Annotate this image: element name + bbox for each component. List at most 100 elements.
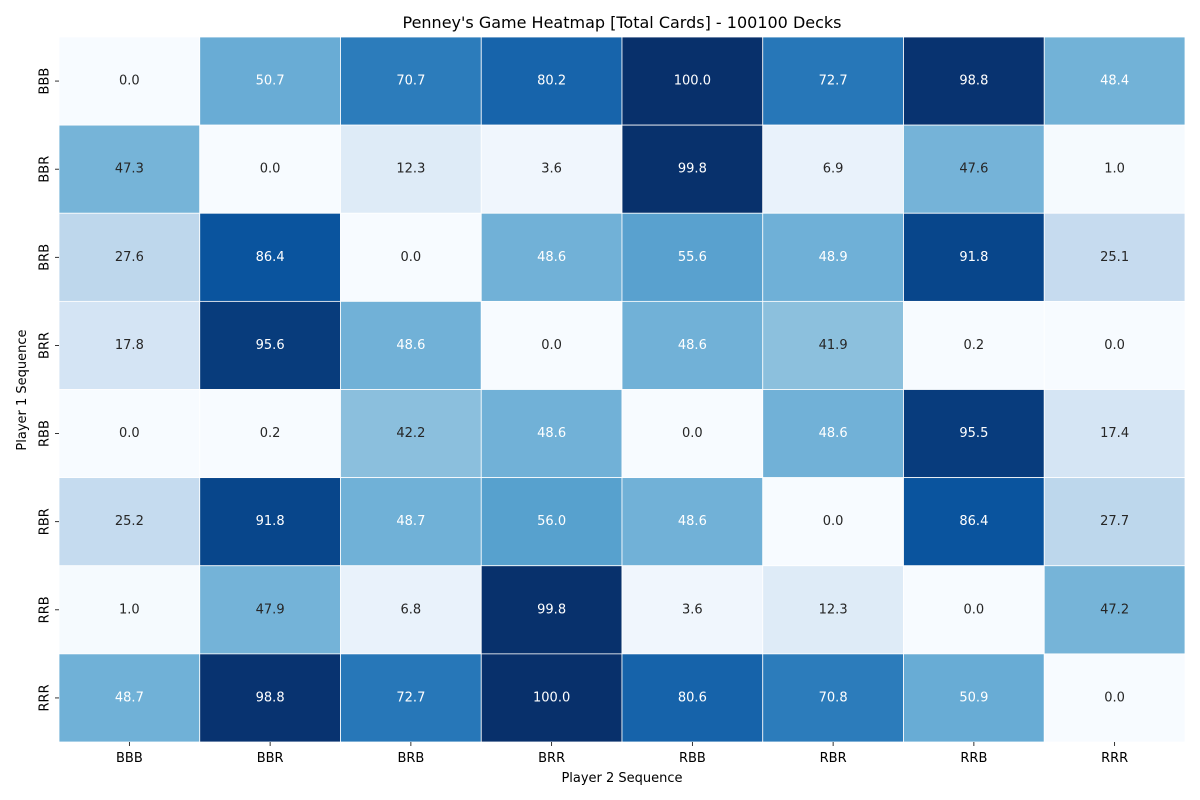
y-axis-label: Player 1 Sequence [15, 329, 30, 450]
cell-value-label: 48.4 [1100, 74, 1129, 89]
heatmap-cell-brr-rrb [903, 300, 1045, 390]
cell-value-label: 98.8 [256, 690, 285, 705]
cell-value-label: 0.0 [260, 162, 281, 177]
heatmap-cell-brb-rrr [1043, 212, 1186, 302]
cell-value-label: 55.6 [678, 250, 707, 265]
cell-value-label: 100.0 [533, 690, 570, 705]
cell-value-label: 0.0 [823, 514, 844, 529]
x-axis-label: Player 2 Sequence [561, 771, 682, 786]
heatmap-cell-rbr-rrb [903, 477, 1045, 567]
y-axis-ticks: BBB BBR BRB BRR RBB RBR RRB RRR [38, 68, 59, 711]
cell-value-label: 47.3 [115, 162, 144, 177]
cell-value-label: 0.2 [964, 338, 985, 353]
heatmap-cell-brr-bbb [58, 300, 201, 390]
heatmap-cell-rbr-bbr [199, 477, 341, 567]
cell-value-label: 27.7 [1100, 514, 1129, 529]
cell-value-label: 0.0 [964, 602, 985, 617]
cell-value-label: 41.9 [819, 338, 848, 353]
cell-value-label: 0.0 [119, 74, 140, 89]
heatmap-cell-rrb-brb [340, 565, 482, 655]
cell-value-label: 48.6 [678, 338, 707, 353]
cell-value-label: 48.6 [678, 514, 707, 529]
cell-value-label: 47.6 [959, 162, 988, 177]
cell-value-label: 0.0 [682, 426, 703, 441]
cell-value-label: 72.7 [819, 74, 848, 89]
heatmap-cell-bbb-brr [480, 36, 623, 126]
cell-value-label: 100.0 [674, 74, 711, 89]
cell-value-label: 12.3 [819, 602, 848, 617]
y-tick-label: BBB [38, 68, 53, 95]
heatmap-cell-brr-brr [480, 300, 623, 390]
heatmap-cell-rbr-rbr [762, 477, 904, 567]
heatmap-cell-bbb-rrr [1043, 36, 1186, 126]
cell-value-label: 91.8 [959, 250, 988, 265]
x-tick-label: BRR [538, 751, 565, 766]
heatmap-cell-rrb-rrb [903, 565, 1045, 655]
x-tick-label: RBR [820, 751, 847, 766]
cell-value-label: 48.6 [819, 426, 848, 441]
heatmap-cell-brb-rrb [903, 212, 1045, 302]
heatmap-cell-bbb-rbb [621, 36, 764, 126]
heatmap-cell-rrb-rbr [762, 565, 904, 655]
cell-value-label: 99.8 [678, 162, 707, 177]
cell-value-label: 17.4 [1100, 426, 1129, 441]
cell-value-label: 48.6 [537, 426, 566, 441]
cell-value-label: 86.4 [959, 514, 988, 529]
cell-value-label: 48.7 [115, 690, 144, 705]
heatmap-cell-rbr-rrr [1043, 477, 1186, 567]
heatmap-cell-rrr-brb [340, 653, 482, 743]
cell-value-label: 95.5 [959, 426, 988, 441]
heatmap-cell-rbb-rbb [621, 389, 764, 479]
heatmap-cell-rrb-bbr [199, 565, 341, 655]
heatmap-cell-rrb-bbb [58, 565, 201, 655]
x-tick-label: RBB [679, 751, 706, 766]
heatmap-cell-bbb-rbr [762, 36, 904, 126]
heatmap-cell-rbb-bbr [199, 389, 341, 479]
y-tick-label: RRB [38, 596, 53, 623]
cell-value-label: 80.2 [537, 74, 566, 89]
heatmap-cell-bbr-rrb [903, 124, 1045, 214]
x-tick-label: BBB [116, 751, 143, 766]
cell-value-label: 27.6 [115, 250, 144, 265]
cell-value-label: 0.2 [260, 426, 281, 441]
heatmap-cell-brb-rbb [621, 212, 764, 302]
cell-value-label: 91.8 [256, 514, 285, 529]
cell-value-label: 95.6 [256, 338, 285, 353]
heatmap-cell-brr-brb [340, 300, 482, 390]
cell-value-label: 0.0 [401, 250, 422, 265]
cell-value-label: 3.6 [682, 602, 703, 617]
x-tick-label: RRB [960, 751, 987, 766]
chart-title: Penney's Game Heatmap [Total Cards] - 10… [402, 13, 841, 32]
cell-value-label: 6.9 [823, 162, 844, 177]
heatmap-cells [58, 36, 1186, 743]
heatmap-cell-brb-bbr [199, 212, 341, 302]
x-tick-label: BBR [257, 751, 284, 766]
x-tick-label: BRB [397, 751, 424, 766]
cell-value-label: 3.6 [541, 162, 562, 177]
cell-value-label: 0.0 [119, 426, 140, 441]
heatmap-cell-rrr-rrr [1043, 653, 1186, 743]
heatmap-cell-rbr-rbb [621, 477, 764, 567]
cell-value-label: 0.0 [541, 338, 562, 353]
heatmap-cell-rbb-brb [340, 389, 482, 479]
x-axis-ticks: BBB BBR BRB BRR RBB RBR RRB RRR [116, 742, 1128, 766]
cell-value-label: 47.2 [1100, 602, 1129, 617]
heatmap-cell-brb-rbr [762, 212, 904, 302]
cell-value-label: 42.2 [396, 426, 425, 441]
cell-value-label: 70.8 [819, 690, 848, 705]
x-tick-label: RRR [1101, 751, 1128, 766]
cell-value-label: 6.8 [401, 602, 422, 617]
cell-value-label: 12.3 [396, 162, 425, 177]
cell-value-label: 25.2 [115, 514, 144, 529]
heatmap-cell-bbb-bbr [199, 36, 341, 126]
heatmap-cell-rbb-rrb [903, 389, 1045, 479]
cell-value-label: 1.0 [119, 602, 140, 617]
cell-value-label: 56.0 [537, 514, 566, 529]
cell-value-label: 50.9 [959, 690, 988, 705]
cell-value-label: 0.0 [1104, 338, 1125, 353]
y-tick-label: BBR [38, 156, 53, 183]
cell-value-label: 50.7 [256, 74, 285, 89]
y-tick-label: BRB [38, 244, 53, 271]
heatmap-cell-bbb-brb [340, 36, 482, 126]
